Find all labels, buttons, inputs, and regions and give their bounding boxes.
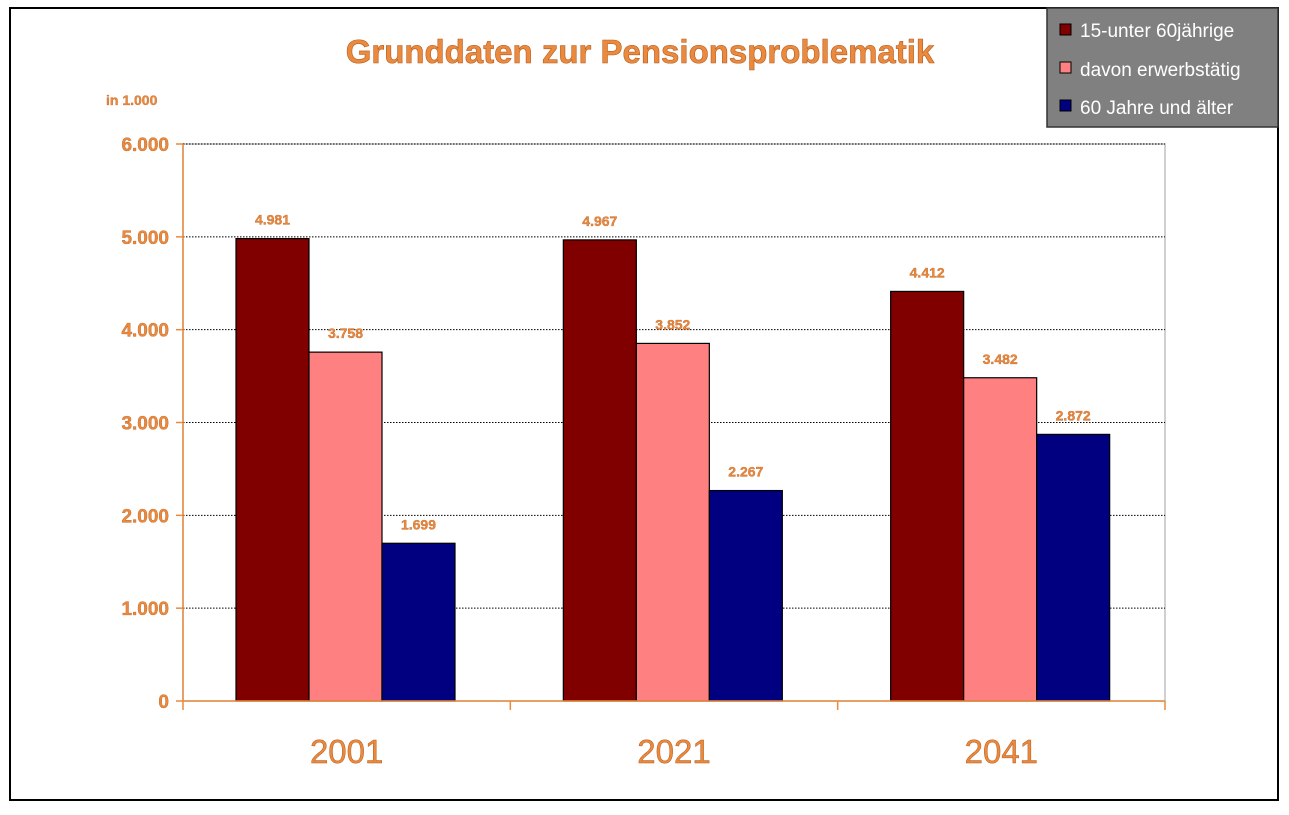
legend-swatch-1 <box>1059 23 1072 36</box>
bar-2021-series-2 <box>635 342 710 702</box>
bar-2041-series-3 <box>1036 433 1111 702</box>
bar-2041-series-1 <box>890 290 965 702</box>
legend-swatch-3 <box>1059 99 1072 112</box>
data-label: 4.981 <box>255 212 290 228</box>
data-label: 3.758 <box>328 325 363 341</box>
y-tick-label: 6.000 <box>121 135 169 156</box>
axes <box>176 143 1166 710</box>
y-axis-ticks: 0 1.000 2.000 3.000 4.000 5.000 6.000 <box>121 135 169 713</box>
data-label: 3.482 <box>983 351 1018 367</box>
data-label: 4.967 <box>582 213 617 229</box>
legend-swatch-2 <box>1059 61 1072 74</box>
bars <box>235 237 1111 702</box>
y-tick-label: 0 <box>158 692 169 713</box>
data-labels: 4.981 3.758 1.699 4.967 3.852 2.267 4.412 3.482… <box>255 211 1091 532</box>
x-tick-label: 2001 <box>310 733 383 770</box>
legend-box <box>1046 7 1279 128</box>
data-label: 4.412 <box>910 264 945 280</box>
y-tick-label: 2.000 <box>121 506 169 527</box>
legend-label-1: 15-unter 60jährige <box>1080 21 1234 42</box>
x-axis-ticks: 2001 2021 2041 <box>310 733 1039 771</box>
data-label: 1.699 <box>401 516 436 532</box>
y-tick-label: 3.000 <box>121 414 169 435</box>
y-tick-label: 4.000 <box>121 321 169 342</box>
bar-2001-series-2 <box>308 351 383 702</box>
legend: 15-unter 60jährige davon erwerbstätig 60… <box>1046 7 1279 128</box>
x-tick-label: 2021 <box>637 733 710 770</box>
bar-2001-series-3 <box>381 542 456 702</box>
x-tick-label: 2041 <box>965 733 1038 770</box>
bar-2021-series-3 <box>708 489 783 702</box>
legend-label-3: 60 Jahre und älter <box>1080 98 1234 119</box>
data-label: 3.852 <box>655 316 690 332</box>
bar-2001-series-1 <box>235 237 310 702</box>
y-tick-label: 5.000 <box>121 228 169 249</box>
legend-label-2: davon erwerbstätig <box>1080 60 1241 81</box>
chart-title: Grunddaten zur Pensionsproblematik <box>346 33 935 70</box>
data-label: 2.872 <box>1056 407 1091 423</box>
y-tick-label: 1.000 <box>121 599 169 620</box>
data-label: 2.267 <box>728 464 763 480</box>
unit-label: in 1.000 <box>106 92 158 108</box>
bar-2021-series-1 <box>562 239 637 702</box>
bar-2041-series-2 <box>963 377 1038 702</box>
